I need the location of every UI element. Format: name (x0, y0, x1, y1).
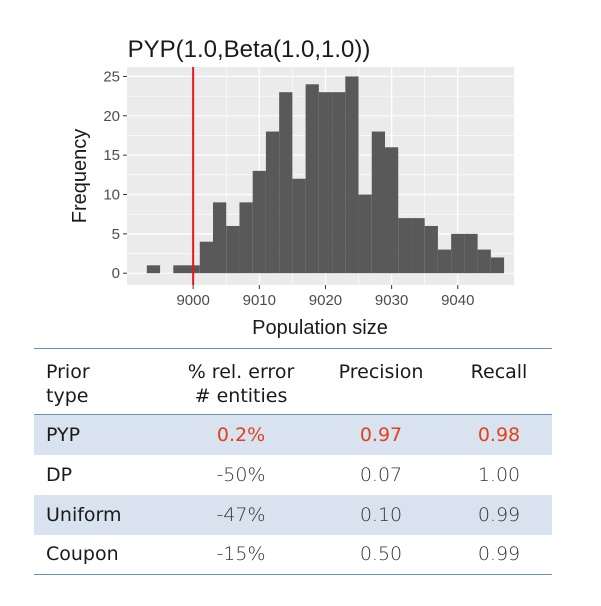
prior-comparison-table: Prior type % rel. error # entities Preci… (34, 348, 552, 575)
histogram-bar (239, 202, 253, 274)
header-rel-error-line2: # entities (194, 385, 288, 407)
histogram-bar (265, 131, 280, 274)
table-header: Prior type % rel. error # entities Preci… (34, 348, 552, 415)
header-prior-type: Prior type (34, 349, 166, 415)
histogram-bar (213, 202, 227, 274)
histogram-bar (199, 241, 213, 274)
histogram-bar (305, 84, 319, 274)
y-tick-label: 25 (103, 68, 120, 85)
x-axis-ticks: 9000 9010 9020 9030 9040 (176, 285, 474, 309)
histogram-bar (490, 257, 505, 274)
histogram-bar (464, 233, 478, 274)
table-row-coupon: Coupon -15% 0.50 0.99 (34, 535, 552, 575)
histogram-bar (358, 194, 372, 274)
y-axis-ticks: 0 5 10 15 20 25 (103, 68, 127, 282)
header-precision-line1: Precision (338, 361, 424, 383)
histogram-bar (252, 170, 266, 274)
header-recall: Recall (446, 349, 552, 415)
histogram-bar (385, 147, 399, 274)
histogram-bar (451, 233, 465, 274)
cell-precision: 0.10 (359, 503, 403, 526)
header-rel-error: % rel. error # entities (166, 349, 316, 415)
x-tick-label: 9020 (309, 292, 342, 309)
y-tick-label: 0 (112, 265, 120, 282)
cell-recall: 0.99 (477, 503, 521, 526)
cell-type: DP (46, 463, 73, 486)
header-rel-error-line1: % rel. error (187, 361, 295, 383)
table-row-uniform: Uniform -47% 0.10 0.99 (34, 494, 552, 535)
cell-error: 0.2% (216, 423, 266, 446)
y-tick-label: 10 (103, 186, 120, 203)
cell-type: Coupon (46, 543, 119, 566)
histogram-bar (345, 76, 359, 274)
histogram-bar (411, 218, 425, 274)
cell-error: -50% (216, 463, 266, 486)
cell-recall: 0.99 (477, 543, 521, 566)
cell-type: Uniform (46, 503, 122, 526)
y-tick-label: 5 (112, 226, 120, 243)
header-recall-line1: Recall (470, 361, 528, 383)
y-tick-label: 20 (103, 108, 120, 125)
histogram-bar (292, 178, 306, 274)
x-tick-label: 9010 (243, 292, 276, 309)
histogram-bar (477, 249, 491, 274)
histogram-bar (226, 225, 240, 274)
cell-recall: 0.98 (477, 423, 521, 446)
header-prior-type-line1: Prior (46, 361, 90, 383)
histogram-bar (332, 92, 346, 274)
histogram-bar (424, 225, 438, 274)
cell-precision: 0.07 (359, 463, 403, 486)
y-tick-label: 15 (103, 147, 120, 164)
x-axis-label: Population size (252, 317, 388, 339)
cell-type: PYP (46, 423, 81, 446)
cell-precision: 0.97 (359, 423, 403, 446)
cell-error: -47% (216, 503, 266, 526)
cell-precision: 0.50 (359, 543, 403, 566)
histogram-bar (146, 265, 161, 274)
table-body: PYP 0.2% 0.97 0.98 DP -50% 0.07 1.00 Uni… (34, 414, 552, 575)
y-axis-label: Frequency (69, 129, 91, 224)
table-row-dp: DP -50% 0.07 1.00 (34, 455, 552, 495)
histogram-bar (279, 92, 293, 274)
cell-error: -15% (216, 543, 266, 566)
histogram-bar (318, 92, 333, 274)
chart-title: PYP(1.0,Beta(1.0,1.0)) (128, 36, 371, 63)
histogram-bar (398, 218, 412, 274)
x-tick-label: 9040 (441, 292, 474, 309)
cell-recall: 1.00 (477, 463, 521, 486)
header-precision: Precision (316, 349, 446, 415)
x-tick-label: 9000 (176, 292, 209, 309)
x-tick-label: 9030 (375, 292, 408, 309)
table-row-pyp: PYP 0.2% 0.97 0.98 (34, 414, 552, 455)
histogram-bar (437, 249, 452, 274)
header-row: Prior type % rel. error # entities Preci… (34, 349, 552, 415)
histogram-bars (146, 76, 505, 274)
header-prior-type-line2: type (46, 385, 89, 407)
histogram-bar (371, 131, 385, 274)
histogram-bar (173, 265, 187, 274)
